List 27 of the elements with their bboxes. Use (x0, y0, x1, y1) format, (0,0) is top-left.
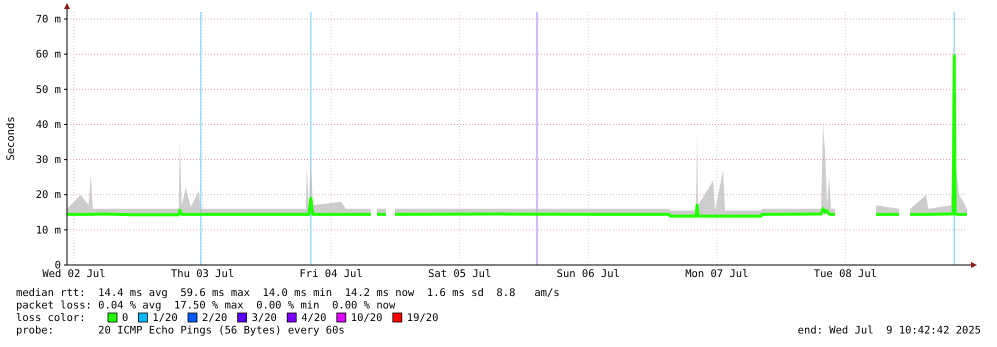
legend-label: 2/20 (202, 312, 228, 324)
legend-label: 19/20 (406, 312, 438, 324)
legend-label: 10/20 (350, 312, 382, 324)
legend-label: 3/20 (252, 312, 277, 324)
x-tick-label: Tue 08 Jul (814, 268, 877, 280)
y-axis-title: Seconds (5, 116, 17, 161)
legend-title: loss color: (16, 312, 86, 324)
y-tick-label: 70 m (36, 14, 61, 26)
y-tick-label: 10 m (36, 224, 61, 236)
text: end: Wed Jul 9 10:42:42 2025 (798, 324, 981, 336)
text: probe: 20 ICMP Echo Pings (56 Bytes) every 60s (16, 324, 345, 336)
legend-label: 1/20 (152, 312, 178, 324)
y-tick-label: 30 m (36, 154, 61, 166)
x-tick-label: Wed 02 Jul (42, 268, 106, 280)
y-tick-label: 60 m (36, 48, 61, 61)
x-tick-label: Mon 07 Jul (685, 268, 748, 280)
y-tick-label: 40 m (36, 118, 61, 131)
x-tick-label: Sat 05 Jul (428, 268, 492, 280)
legend-label: 0 (122, 312, 128, 324)
y-tick-label: 20 m (36, 189, 61, 202)
x-tick-label: Thu 03 Jul (170, 268, 234, 280)
x-tick-label: Fri 04 Jul (300, 268, 363, 280)
text: packet loss: 0.04 % avg 17.50 % max 0.00 % min 0.00 % now (16, 300, 396, 312)
y-tick-label: 50 m (36, 84, 61, 96)
text: median rtt: 14.4 ms avg 59.6 ms max 14.0 ms min 14.2 ms now 1.6 ms sd 8.8 am/s (16, 287, 560, 299)
x-tick-label: Sun 06 Jul (556, 268, 620, 280)
legend-label: 4/20 (301, 312, 326, 324)
